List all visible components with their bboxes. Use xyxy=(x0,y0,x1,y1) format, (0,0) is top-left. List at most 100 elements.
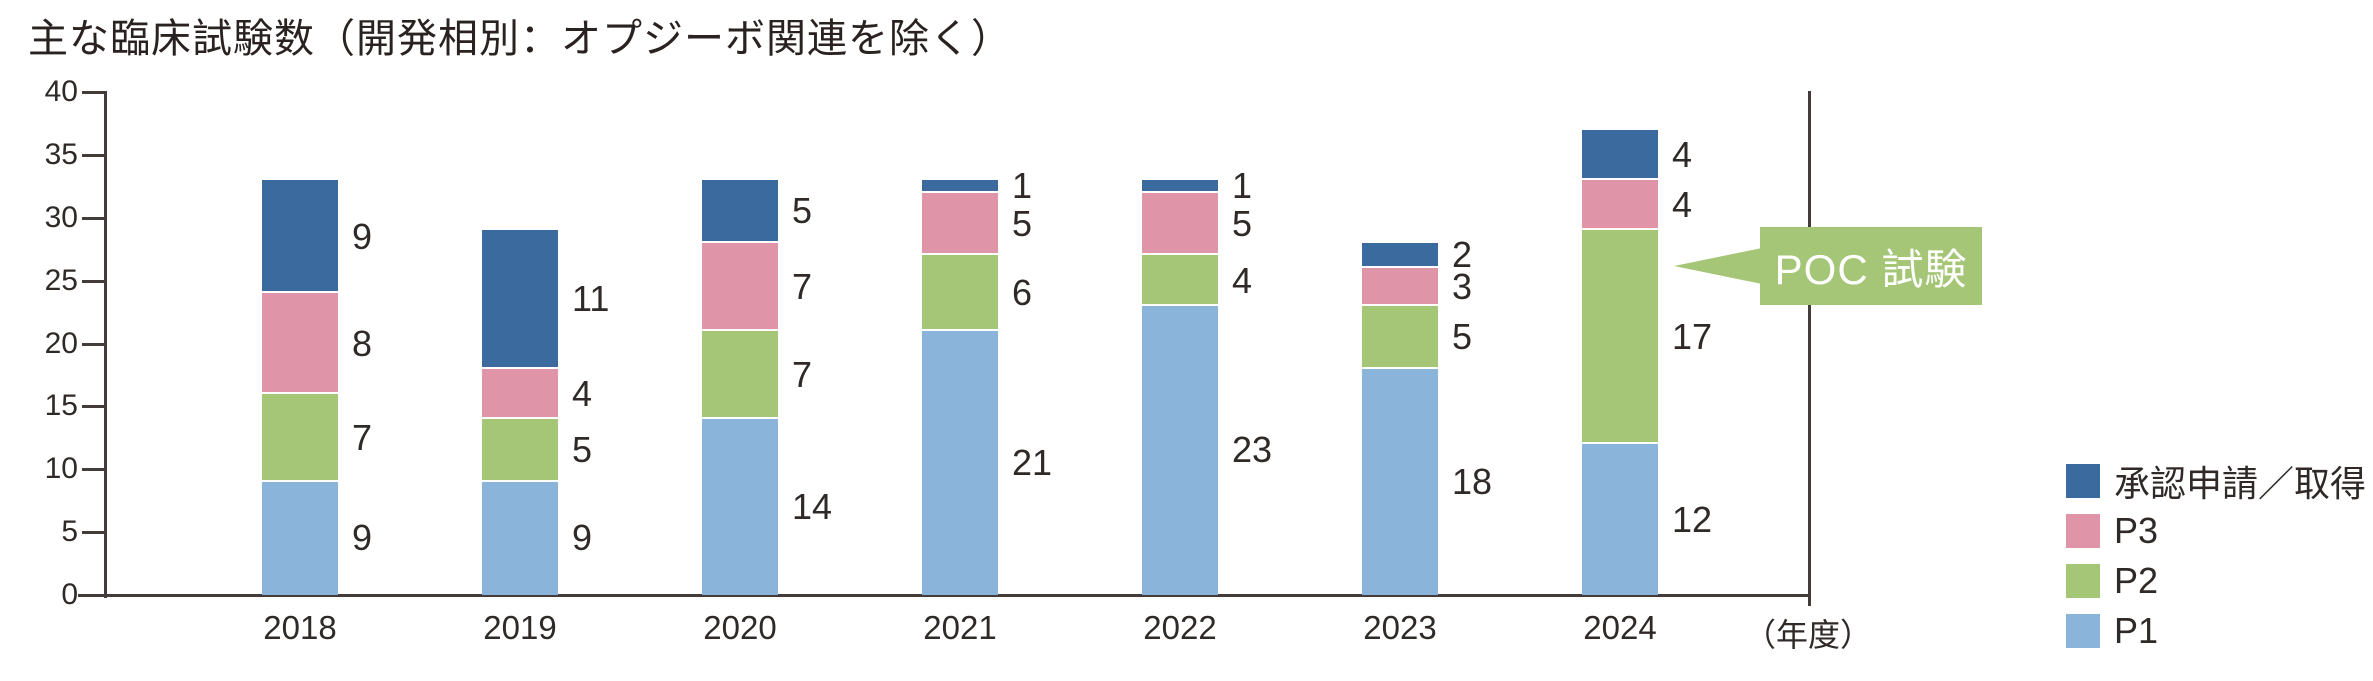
segment-value-label-承認申請／取得-2023: 2 xyxy=(1452,234,1473,276)
bar-segment-承認申請／取得-2024 xyxy=(1582,129,1658,181)
legend-label: P2 xyxy=(2114,560,2159,601)
segment-value-label-P1-2022: 23 xyxy=(1232,429,1273,471)
segment-value-label-P3-2019: 4 xyxy=(572,372,593,414)
segment-value-label-P2-2021: 6 xyxy=(1012,272,1033,314)
x-category-label-2021: 2021 xyxy=(923,609,997,646)
segment-value-label-P1-2023: 18 xyxy=(1452,460,1493,502)
segment-value-label-P2-2022: 4 xyxy=(1232,259,1253,301)
x-category-label-2018: 2018 xyxy=(263,609,337,646)
legend-item-P3: P3 xyxy=(2066,506,2366,556)
legend-swatch xyxy=(2066,614,2100,648)
segment-value-label-P2-2023: 5 xyxy=(1452,316,1473,358)
segment-value-label-P3-2020: 7 xyxy=(792,265,813,307)
segment-value-label-承認申請／取得-2022: 1 xyxy=(1232,165,1253,207)
bar-segment-P3-2021 xyxy=(922,192,998,256)
segment-value-label-P2-2018: 7 xyxy=(352,416,373,458)
legend-swatch xyxy=(2066,514,2100,548)
segment-value-label-P2-2019: 5 xyxy=(572,429,593,471)
x-category-label-2020: 2020 xyxy=(703,609,777,646)
x-axis-line xyxy=(78,594,1811,597)
poc-callout-pointer xyxy=(1674,248,1762,284)
bar-segment-P1-2022 xyxy=(1142,305,1218,595)
chart-title: 主な臨床試験数（開発相別：オプジーボ関連を除く） xyxy=(28,17,1012,61)
bar-segment-P1-2023 xyxy=(1362,368,1438,595)
y-tick-label: 20 xyxy=(44,326,78,360)
x-axis-unit-label: （年度） xyxy=(1743,617,1872,653)
bar-segment-P1-2020 xyxy=(702,418,778,595)
x-category-label-2023: 2023 xyxy=(1363,609,1437,646)
bar-segment-P1-2018 xyxy=(262,481,338,595)
segment-value-label-P3-2023: 3 xyxy=(1452,265,1473,307)
y-tick-label: 30 xyxy=(44,200,78,234)
bar-segment-P1-2024 xyxy=(1582,444,1658,595)
y-tick-label: 40 xyxy=(44,75,78,108)
y-tick-label: 5 xyxy=(61,515,78,549)
segment-value-label-承認申請／取得-2018: 9 xyxy=(352,215,373,257)
y-tick xyxy=(82,279,104,283)
bar-segment-承認申請／取得-2023 xyxy=(1362,242,1438,269)
legend-label: 承認申請／取得 xyxy=(2114,463,2367,504)
legend-swatch xyxy=(2066,464,2100,498)
y-tick-label: 25 xyxy=(44,263,78,297)
bar-segment-P3-2018 xyxy=(262,293,338,394)
bar-segment-P2-2019 xyxy=(482,418,558,482)
segment-value-label-P1-2024: 12 xyxy=(1672,498,1713,540)
bar-segment-承認申請／取得-2020 xyxy=(702,180,778,243)
y-tick-label: 10 xyxy=(44,452,78,486)
poc-callout: POC 試験 xyxy=(1760,227,1982,305)
bar-segment-P1-2019 xyxy=(482,481,558,595)
segment-value-label-P3-2024: 4 xyxy=(1672,184,1693,226)
segment-value-label-承認申請／取得-2024: 4 xyxy=(1672,133,1693,175)
y-tick xyxy=(82,531,104,535)
bar-segment-P2-2021 xyxy=(922,255,998,331)
bar-segment-承認申請／取得-2022 xyxy=(1142,180,1218,193)
y-tick xyxy=(82,405,104,409)
bar-segment-P2-2020 xyxy=(702,330,778,419)
bar-segment-承認申請／取得-2021 xyxy=(922,180,998,193)
y-tick-label: 15 xyxy=(44,389,78,423)
segment-value-label-P1-2018: 9 xyxy=(352,517,373,559)
bar-segment-P3-2020 xyxy=(702,242,778,331)
y-tick xyxy=(82,342,104,346)
x-category-label-2019: 2019 xyxy=(483,609,557,646)
bar-segment-承認申請／取得-2019 xyxy=(482,230,558,369)
x-category-label-2024: 2024 xyxy=(1583,609,1657,646)
segment-value-label-P1-2019: 9 xyxy=(572,517,593,559)
poc-callout-label: POC 試験 xyxy=(1774,245,1968,293)
segment-value-label-P3-2021: 5 xyxy=(1012,203,1033,245)
bar-segment-承認申請／取得-2018 xyxy=(262,180,338,294)
y-tick xyxy=(82,216,104,220)
bar-segment-P3-2023 xyxy=(1362,268,1438,306)
y-tick-label: 35 xyxy=(44,137,78,171)
segment-value-label-P3-2018: 8 xyxy=(352,322,373,364)
segment-value-label-P3-2022: 5 xyxy=(1232,203,1253,245)
segment-value-label-承認申請／取得-2021: 1 xyxy=(1012,165,1033,207)
y-axis-line xyxy=(104,91,107,598)
segment-value-label-P2-2024: 17 xyxy=(1672,316,1713,358)
right-boundary-line xyxy=(1808,91,1811,606)
bar-segment-P1-2021 xyxy=(922,330,998,595)
y-tick-label: 0 xyxy=(61,578,78,611)
bar-segment-P3-2019 xyxy=(482,368,558,419)
legend-swatch xyxy=(2066,564,2100,598)
bar-segment-P2-2018 xyxy=(262,393,338,482)
segment-value-label-承認申請／取得-2019: 11 xyxy=(572,278,610,320)
segment-value-label-P1-2020: 14 xyxy=(792,485,833,527)
legend-label: P1 xyxy=(2114,610,2159,651)
segment-value-label-P1-2021: 21 xyxy=(1012,441,1053,483)
legend-item-承認申請／取得: 承認申請／取得 xyxy=(2066,456,2366,506)
x-category-label-2022: 2022 xyxy=(1143,609,1217,646)
segment-value-label-P2-2020: 7 xyxy=(792,353,813,395)
y-tick xyxy=(82,153,104,157)
bar-segment-P2-2024 xyxy=(1582,230,1658,445)
legend-item-P1: P1 xyxy=(2066,606,2366,656)
bar-segment-P2-2023 xyxy=(1362,305,1438,369)
legend-item-P2: P2 xyxy=(2066,556,2366,606)
bar-segment-P3-2022 xyxy=(1142,192,1218,256)
y-tick xyxy=(82,91,104,94)
bar-segment-P2-2022 xyxy=(1142,255,1218,306)
segment-value-label-承認申請／取得-2020: 5 xyxy=(792,190,813,232)
y-tick xyxy=(82,468,104,472)
bar-segment-P3-2024 xyxy=(1582,180,1658,231)
